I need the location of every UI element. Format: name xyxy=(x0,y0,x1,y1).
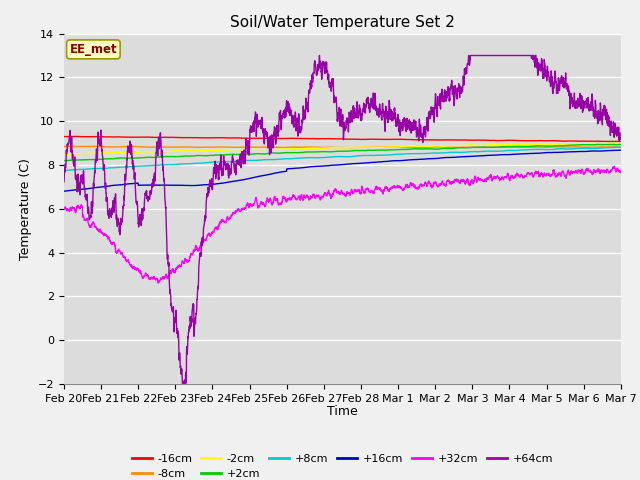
Legend: -16cm, -8cm, -2cm, +2cm, +8cm, +16cm, +32cm, +64cm: -16cm, -8cm, -2cm, +2cm, +8cm, +16cm, +3… xyxy=(127,449,557,480)
Text: EE_met: EE_met xyxy=(70,43,117,56)
X-axis label: Time: Time xyxy=(327,405,358,418)
Y-axis label: Temperature (C): Temperature (C) xyxy=(19,158,32,260)
Title: Soil/Water Temperature Set 2: Soil/Water Temperature Set 2 xyxy=(230,15,455,30)
